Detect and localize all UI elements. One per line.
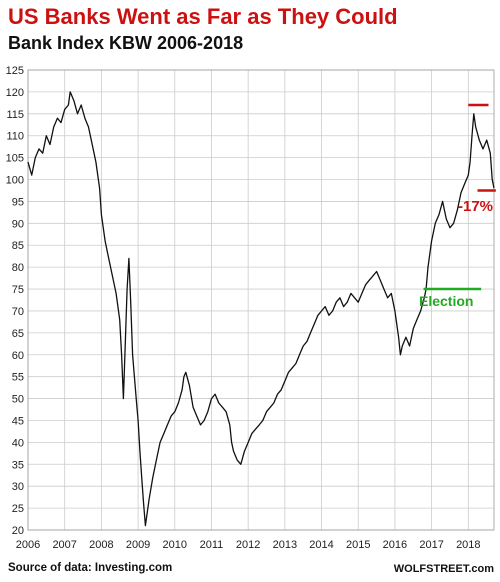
y-tick-label: 70 [12, 306, 24, 318]
y-tick-label: 20 [12, 525, 24, 537]
brand-label: WOLFSTREET.com [393, 563, 494, 575]
y-tick-label: 85 [12, 240, 24, 252]
y-tick-label: 95 [12, 196, 24, 208]
y-tick-label: 115 [6, 109, 24, 121]
x-tick-label: 2008 [89, 539, 113, 551]
chart-subtitle: Bank Index KBW 2006-2018 [8, 33, 244, 53]
x-tick-label: 2013 [273, 539, 297, 551]
y-tick-label: 105 [6, 153, 24, 165]
y-tick-label: 120 [6, 87, 24, 99]
election-annotation: Election [419, 293, 473, 309]
x-tick-label: 2006 [16, 539, 40, 551]
x-tick-label: 2017 [419, 539, 443, 551]
x-tick-label: 2016 [383, 539, 407, 551]
chart-title: US Banks Went as Far as They Could [8, 4, 398, 29]
y-tick-label: 125 [6, 65, 24, 77]
y-tick-label: 90 [12, 218, 24, 230]
y-tick-label: 55 [12, 372, 24, 384]
x-tick-label: 2011 [200, 539, 224, 551]
x-tick-label: 2014 [309, 539, 333, 551]
grid [27, 69, 495, 531]
drop-annotation: -17% [458, 198, 493, 215]
plot-area [27, 69, 495, 531]
y-tick-label: 80 [12, 262, 24, 274]
annotations: -17% Election [419, 198, 493, 309]
y-tick-label: 110 [6, 131, 24, 143]
y-axis: 20 25 30 35 40 45 50 55 60 65 70 75 80 85 90 95 100 105 11… [6, 65, 24, 537]
y-tick-label: 60 [12, 350, 24, 362]
x-tick-label: 2015 [346, 539, 370, 551]
y-tick-label: 75 [12, 284, 24, 296]
y-tick-label: 50 [12, 394, 24, 406]
x-tick-label: 2007 [52, 539, 76, 551]
y-tick-label: 35 [12, 459, 24, 471]
series-group [27, 91, 495, 527]
y-tick-label: 45 [12, 415, 24, 427]
y-tick-label: 65 [12, 328, 24, 340]
y-tick-label: 100 [6, 175, 24, 187]
y-tick-label: 40 [12, 437, 24, 449]
source-note: Source of data: Investing.com [8, 562, 173, 574]
y-tick-label: 30 [12, 481, 24, 493]
y-tick-label: 25 [12, 503, 24, 515]
series-line [27, 91, 495, 527]
x-tick-label: 2009 [126, 539, 150, 551]
annotation-markers [423, 103, 496, 291]
x-tick-label: 2012 [236, 539, 260, 551]
x-tick-label: 2010 [163, 539, 187, 551]
x-tick-label: 2018 [456, 539, 480, 551]
x-axis: 2006 2007 2008 2009 2010 2011 2012 2013 2014 2015… [16, 539, 481, 551]
